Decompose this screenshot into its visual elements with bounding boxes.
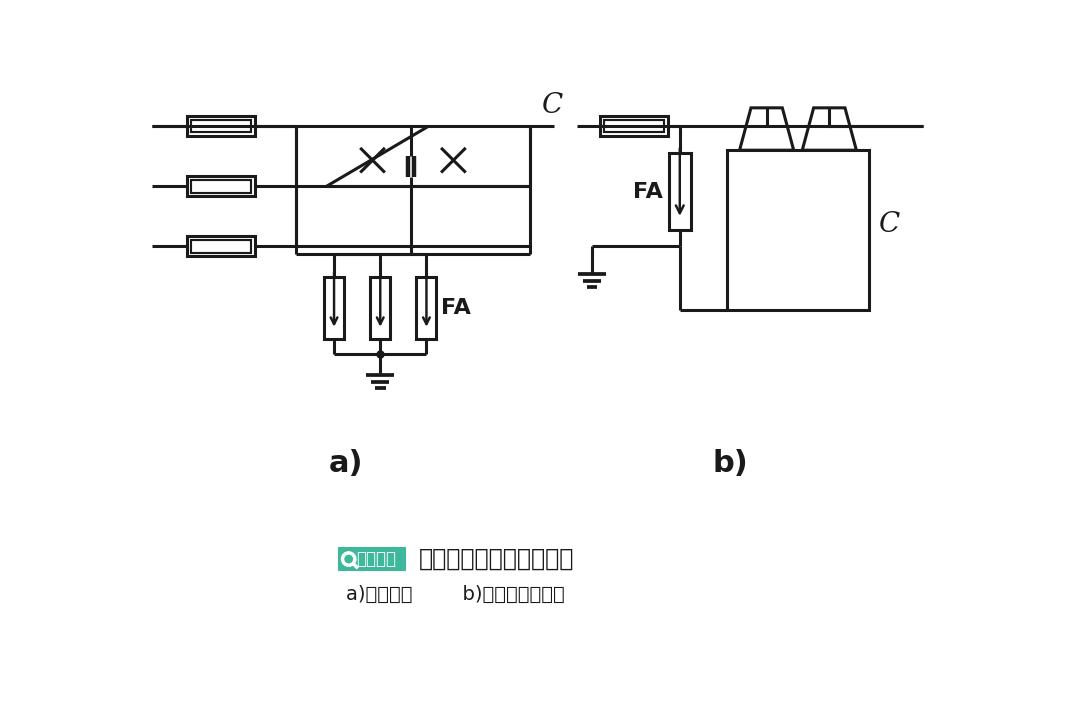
Bar (187, 116, 255, 137)
Bar (187, 176, 255, 196)
Text: 电工知库: 电工知库 (356, 550, 396, 568)
Text: 线路移相电容器保护接线: 线路移相电容器保护接线 (419, 547, 575, 571)
Text: FA: FA (441, 298, 471, 318)
Text: C: C (878, 211, 900, 237)
Text: b): b) (713, 449, 748, 478)
Bar (187, 237, 255, 257)
Bar (417, 278, 436, 339)
Bar (324, 278, 345, 339)
Text: a): a) (328, 449, 363, 478)
Bar (191, 120, 251, 132)
Bar (191, 180, 251, 193)
Bar (191, 240, 251, 252)
Text: a)接线方法        b)避雷器安装方法: a)接线方法 b)避雷器安装方法 (346, 585, 565, 604)
FancyBboxPatch shape (338, 546, 406, 572)
Polygon shape (740, 108, 794, 150)
Text: C: C (542, 92, 563, 119)
Text: FA: FA (633, 182, 663, 202)
Polygon shape (802, 108, 856, 150)
Bar (370, 278, 390, 339)
Bar (669, 153, 690, 230)
Bar (600, 116, 669, 137)
Bar (605, 120, 664, 132)
Bar (727, 150, 869, 310)
